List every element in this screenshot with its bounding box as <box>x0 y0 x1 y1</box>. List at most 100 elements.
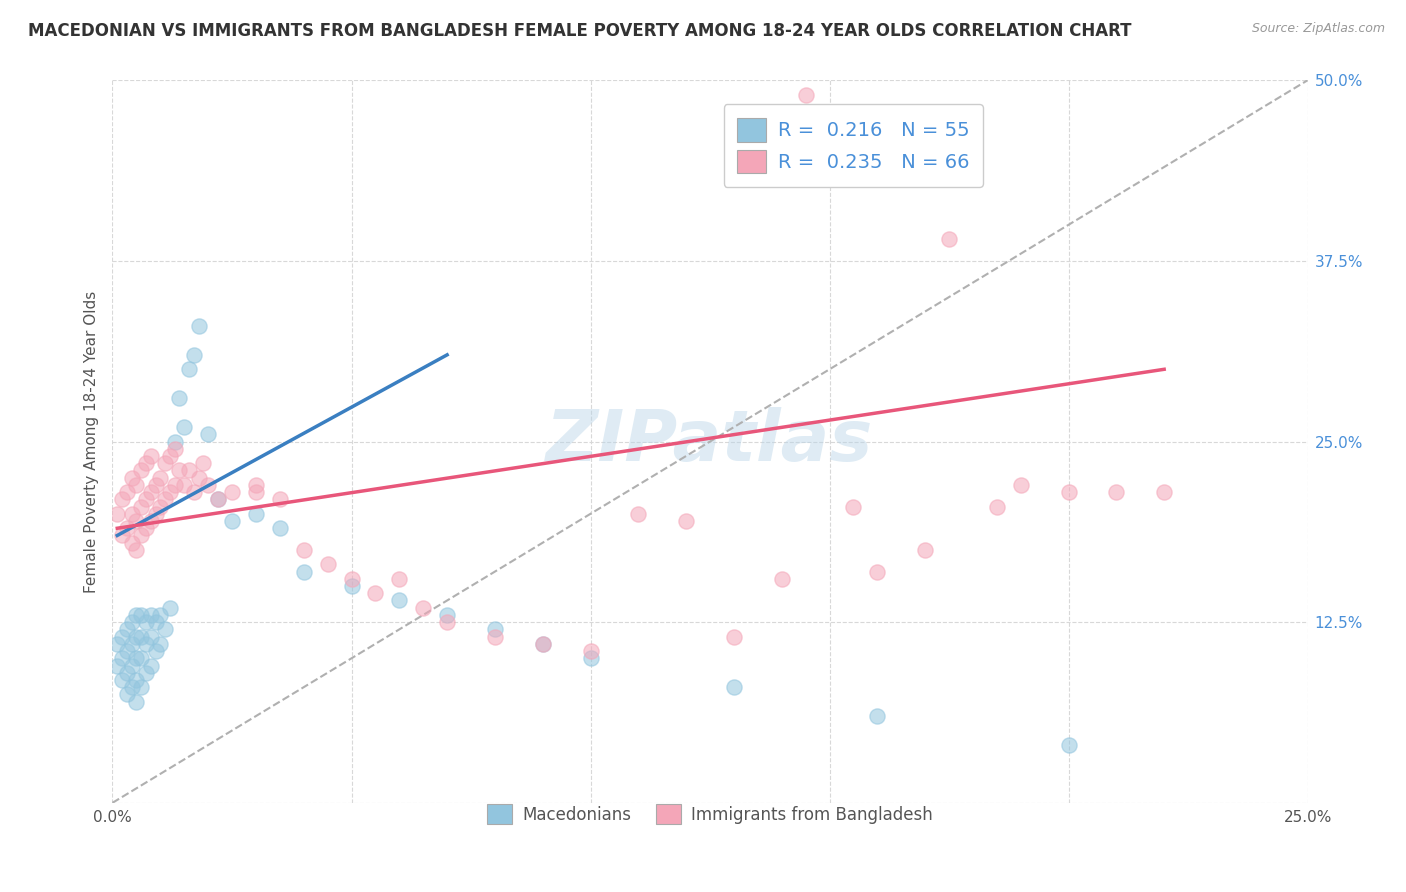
Text: Source: ZipAtlas.com: Source: ZipAtlas.com <box>1251 22 1385 36</box>
Point <box>115 521 138 535</box>
Point <box>121 637 143 651</box>
Point <box>129 607 152 622</box>
Point <box>129 680 152 694</box>
Text: ZIPatlas: ZIPatlas <box>547 407 873 476</box>
Point <box>866 709 889 723</box>
Point <box>115 644 138 658</box>
Point <box>169 463 191 477</box>
Point <box>245 478 267 492</box>
Point <box>121 680 143 694</box>
Point <box>121 470 143 484</box>
Point <box>388 593 411 607</box>
Y-axis label: Female Poverty Among 18-24 Year Olds: Female Poverty Among 18-24 Year Olds <box>83 291 98 592</box>
Point <box>914 542 936 557</box>
Point <box>149 607 172 622</box>
Point <box>145 615 167 630</box>
Point <box>139 449 162 463</box>
Point <box>145 478 167 492</box>
Point <box>340 572 363 586</box>
Point <box>193 456 215 470</box>
Point <box>125 673 148 687</box>
Point <box>484 623 506 637</box>
Point <box>1057 485 1080 500</box>
Point <box>169 391 191 405</box>
Point <box>207 492 229 507</box>
Point <box>105 507 128 521</box>
Point <box>207 492 229 507</box>
Point <box>121 658 143 673</box>
Point <box>135 456 157 470</box>
Point <box>531 637 554 651</box>
Point <box>115 485 138 500</box>
Point <box>125 695 148 709</box>
Point <box>1057 738 1080 752</box>
Point <box>1153 485 1175 500</box>
Point <box>436 615 458 630</box>
Point <box>187 470 209 484</box>
Point <box>1105 485 1128 500</box>
Point <box>129 463 152 477</box>
Point <box>627 507 650 521</box>
Point <box>340 579 363 593</box>
Point <box>159 600 181 615</box>
Point <box>723 680 745 694</box>
Point <box>149 500 172 514</box>
Point <box>153 456 176 470</box>
Point <box>269 521 291 535</box>
Point <box>484 630 506 644</box>
Point <box>292 565 315 579</box>
Point <box>125 478 148 492</box>
Point <box>159 485 181 500</box>
Point <box>173 420 195 434</box>
Point <box>177 362 200 376</box>
Point <box>197 427 219 442</box>
Point <box>531 637 554 651</box>
Point <box>163 434 186 449</box>
Text: MACEDONIAN VS IMMIGRANTS FROM BANGLADESH FEMALE POVERTY AMONG 18-24 YEAR OLDS CO: MACEDONIAN VS IMMIGRANTS FROM BANGLADESH… <box>28 22 1132 40</box>
Legend: Macedonians, Immigrants from Bangladesh: Macedonians, Immigrants from Bangladesh <box>474 791 946 838</box>
Point <box>159 449 181 463</box>
Point <box>139 514 162 528</box>
Point <box>139 607 162 622</box>
Point <box>135 492 157 507</box>
Point <box>139 630 162 644</box>
Point <box>245 507 267 521</box>
Point <box>986 500 1008 514</box>
Point <box>135 521 157 535</box>
Point <box>121 615 143 630</box>
Point <box>153 492 176 507</box>
Point <box>163 442 186 456</box>
Point <box>121 535 143 549</box>
Point <box>197 478 219 492</box>
Point <box>292 542 315 557</box>
Point <box>153 623 176 637</box>
Point <box>125 630 148 644</box>
Point <box>187 318 209 333</box>
Point <box>579 644 602 658</box>
Point <box>173 478 195 492</box>
Point <box>129 500 152 514</box>
Point <box>675 514 697 528</box>
Point <box>135 665 157 680</box>
Point <box>115 623 138 637</box>
Point <box>794 87 817 102</box>
Point <box>129 651 152 665</box>
Point <box>723 630 745 644</box>
Point <box>145 644 167 658</box>
Point <box>842 500 865 514</box>
Point <box>412 600 434 615</box>
Point <box>163 478 186 492</box>
Point <box>149 637 172 651</box>
Point <box>111 630 134 644</box>
Point <box>269 492 291 507</box>
Point <box>183 348 205 362</box>
Point <box>149 470 172 484</box>
Point <box>221 514 243 528</box>
Point <box>125 651 148 665</box>
Point <box>245 485 267 500</box>
Point <box>111 528 134 542</box>
Point <box>1010 478 1032 492</box>
Point <box>115 687 138 701</box>
Point <box>436 607 458 622</box>
Point <box>111 673 134 687</box>
